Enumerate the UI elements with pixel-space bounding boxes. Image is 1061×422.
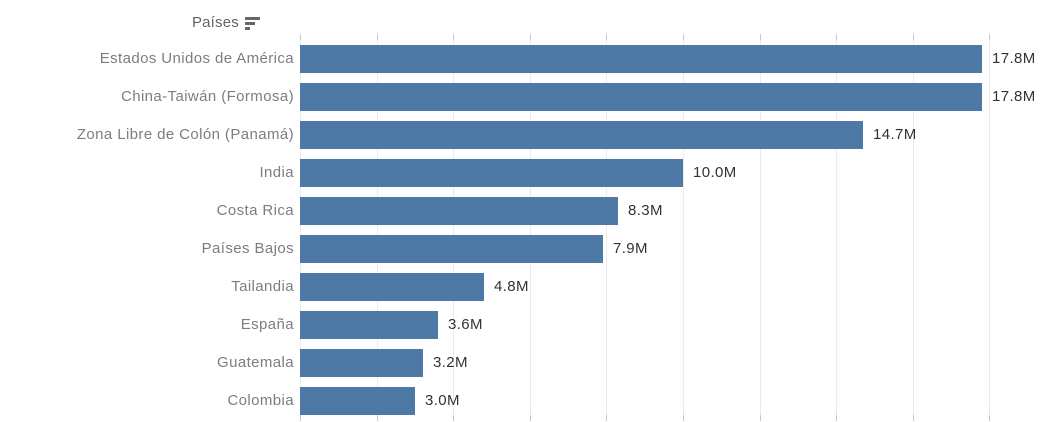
- gridline: [683, 40, 684, 415]
- axis-tick: [913, 34, 914, 40]
- axis-tick: [989, 415, 990, 421]
- category-label: Zona Libre de Colón (Panamá): [76, 126, 294, 143]
- bar[interactable]: [300, 235, 603, 263]
- bar[interactable]: [300, 83, 982, 111]
- bar-row: 10.0M: [300, 154, 1061, 192]
- axis-tick: [836, 415, 837, 421]
- gridline: [453, 40, 454, 415]
- plot-area: 17.8M 17.8M 14.7M 10.0M 8.3M 7.9M 4.8M 3.6M 3.2M…: [300, 34, 1061, 421]
- value-label: 14.7M: [873, 126, 917, 143]
- axis-tick: [989, 34, 990, 40]
- bar-row: 14.7M: [300, 116, 1061, 154]
- value-label: 10.0M: [693, 164, 737, 181]
- value-label: 3.6M: [448, 316, 483, 333]
- column-header: Países: [0, 10, 260, 34]
- category-label: Estados Unidos de América: [99, 50, 294, 67]
- category-label: India: [259, 164, 294, 181]
- gridline: [530, 40, 531, 415]
- bar-row: 3.2M: [300, 344, 1061, 382]
- axis-tick: [760, 415, 761, 421]
- axis-tick: [453, 34, 454, 40]
- gridline: [913, 40, 914, 415]
- gridline: [377, 40, 378, 415]
- category-label: Colombia: [227, 392, 294, 409]
- value-label: 3.2M: [433, 354, 468, 371]
- bar[interactable]: [300, 159, 683, 187]
- category-label: España: [240, 316, 294, 333]
- bar[interactable]: [300, 273, 484, 301]
- category-label: Países Bajos: [201, 240, 294, 257]
- bar[interactable]: [300, 197, 618, 225]
- axis-tick: [453, 415, 454, 421]
- axis-tick: [530, 415, 531, 421]
- gridline: [836, 40, 837, 415]
- axis-tick: [606, 34, 607, 40]
- axis-tick: [836, 34, 837, 40]
- bar[interactable]: [300, 387, 415, 415]
- axis-tick: [377, 415, 378, 421]
- bar-row: 3.6M: [300, 306, 1061, 344]
- axis-tick: [913, 415, 914, 421]
- bar[interactable]: [300, 121, 863, 149]
- gridline: [300, 40, 301, 415]
- bar[interactable]: [300, 311, 438, 339]
- sort-bar-long: [245, 16, 260, 20]
- bar-row: 3.0M: [300, 382, 1061, 420]
- value-label: 4.8M: [494, 278, 529, 295]
- axis-tick: [683, 34, 684, 40]
- bar-row: 4.8M: [300, 268, 1061, 306]
- category-label: Guatemala: [217, 354, 294, 371]
- category-label: China-Taiwán (Formosa): [120, 88, 294, 105]
- gridline: [989, 40, 990, 415]
- axis-tick: [300, 34, 301, 40]
- axis-tick: [300, 415, 301, 421]
- value-label: 17.8M: [992, 88, 1036, 105]
- field-title: Países: [191, 13, 239, 31]
- sort-bar-short: [245, 26, 250, 30]
- bar[interactable]: [300, 45, 982, 73]
- value-label: 8.3M: [628, 202, 663, 219]
- value-label: 17.8M: [992, 50, 1036, 67]
- category-label: Tailandia: [231, 278, 294, 295]
- axis-tick: [530, 34, 531, 40]
- bar-row: 8.3M: [300, 192, 1061, 230]
- value-label: 3.0M: [425, 392, 460, 409]
- sort-descending-icon[interactable]: [245, 16, 260, 30]
- sort-bar-medium: [245, 21, 255, 25]
- bar-row: 7.9M: [300, 230, 1061, 268]
- gridline: [606, 40, 607, 415]
- axis-tick: [760, 34, 761, 40]
- category-label: Costa Rica: [216, 202, 294, 219]
- value-label: 7.9M: [613, 240, 648, 257]
- axis-tick: [377, 34, 378, 40]
- bar[interactable]: [300, 349, 423, 377]
- axis-tick: [606, 415, 607, 421]
- gridline: [760, 40, 761, 415]
- bar-row: 17.8M: [300, 78, 1061, 116]
- bar-row: 17.8M: [300, 40, 1061, 78]
- axis-tick: [683, 415, 684, 421]
